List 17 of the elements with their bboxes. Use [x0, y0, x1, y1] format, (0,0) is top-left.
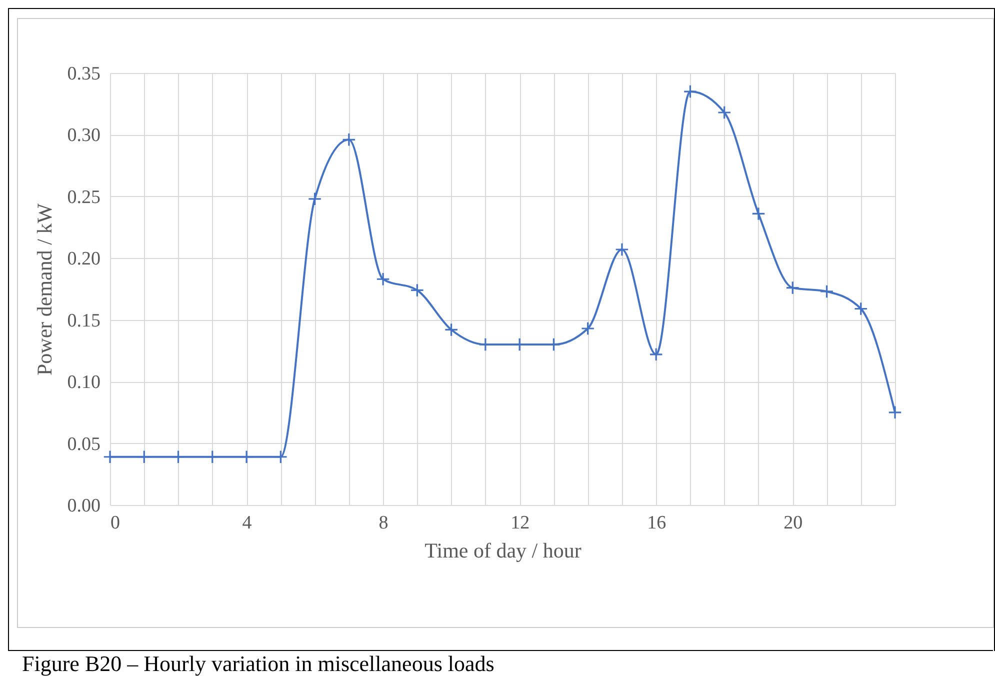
y-tick-label: 0.15 [67, 310, 100, 332]
y-tick-label: 0.20 [67, 248, 100, 270]
x-tick-label: 16 [647, 512, 666, 534]
y-tick-label: 0.30 [67, 125, 100, 146]
y-tick-label: 0.05 [67, 434, 100, 455]
x-axis-title: Time of day / hour [424, 538, 582, 562]
x-tick-label: 20 [784, 512, 803, 534]
y-tick-label: 0.00 [67, 496, 100, 516]
x-tick-label: 4 [242, 512, 252, 534]
caption: Figure B20 – Hourly variation in miscellaneous loads [8, 650, 993, 677]
x-tick-label: 0 [110, 512, 120, 534]
y-axis-title: Power demand / kW [32, 203, 56, 376]
y-tick-label: 0.35 [67, 64, 100, 84]
x-tick-label: 8 [378, 512, 388, 534]
y-tick-label: 0.25 [67, 186, 100, 208]
x-tick-label: 12 [510, 512, 530, 534]
y-tick-label: 0.10 [67, 372, 100, 394]
